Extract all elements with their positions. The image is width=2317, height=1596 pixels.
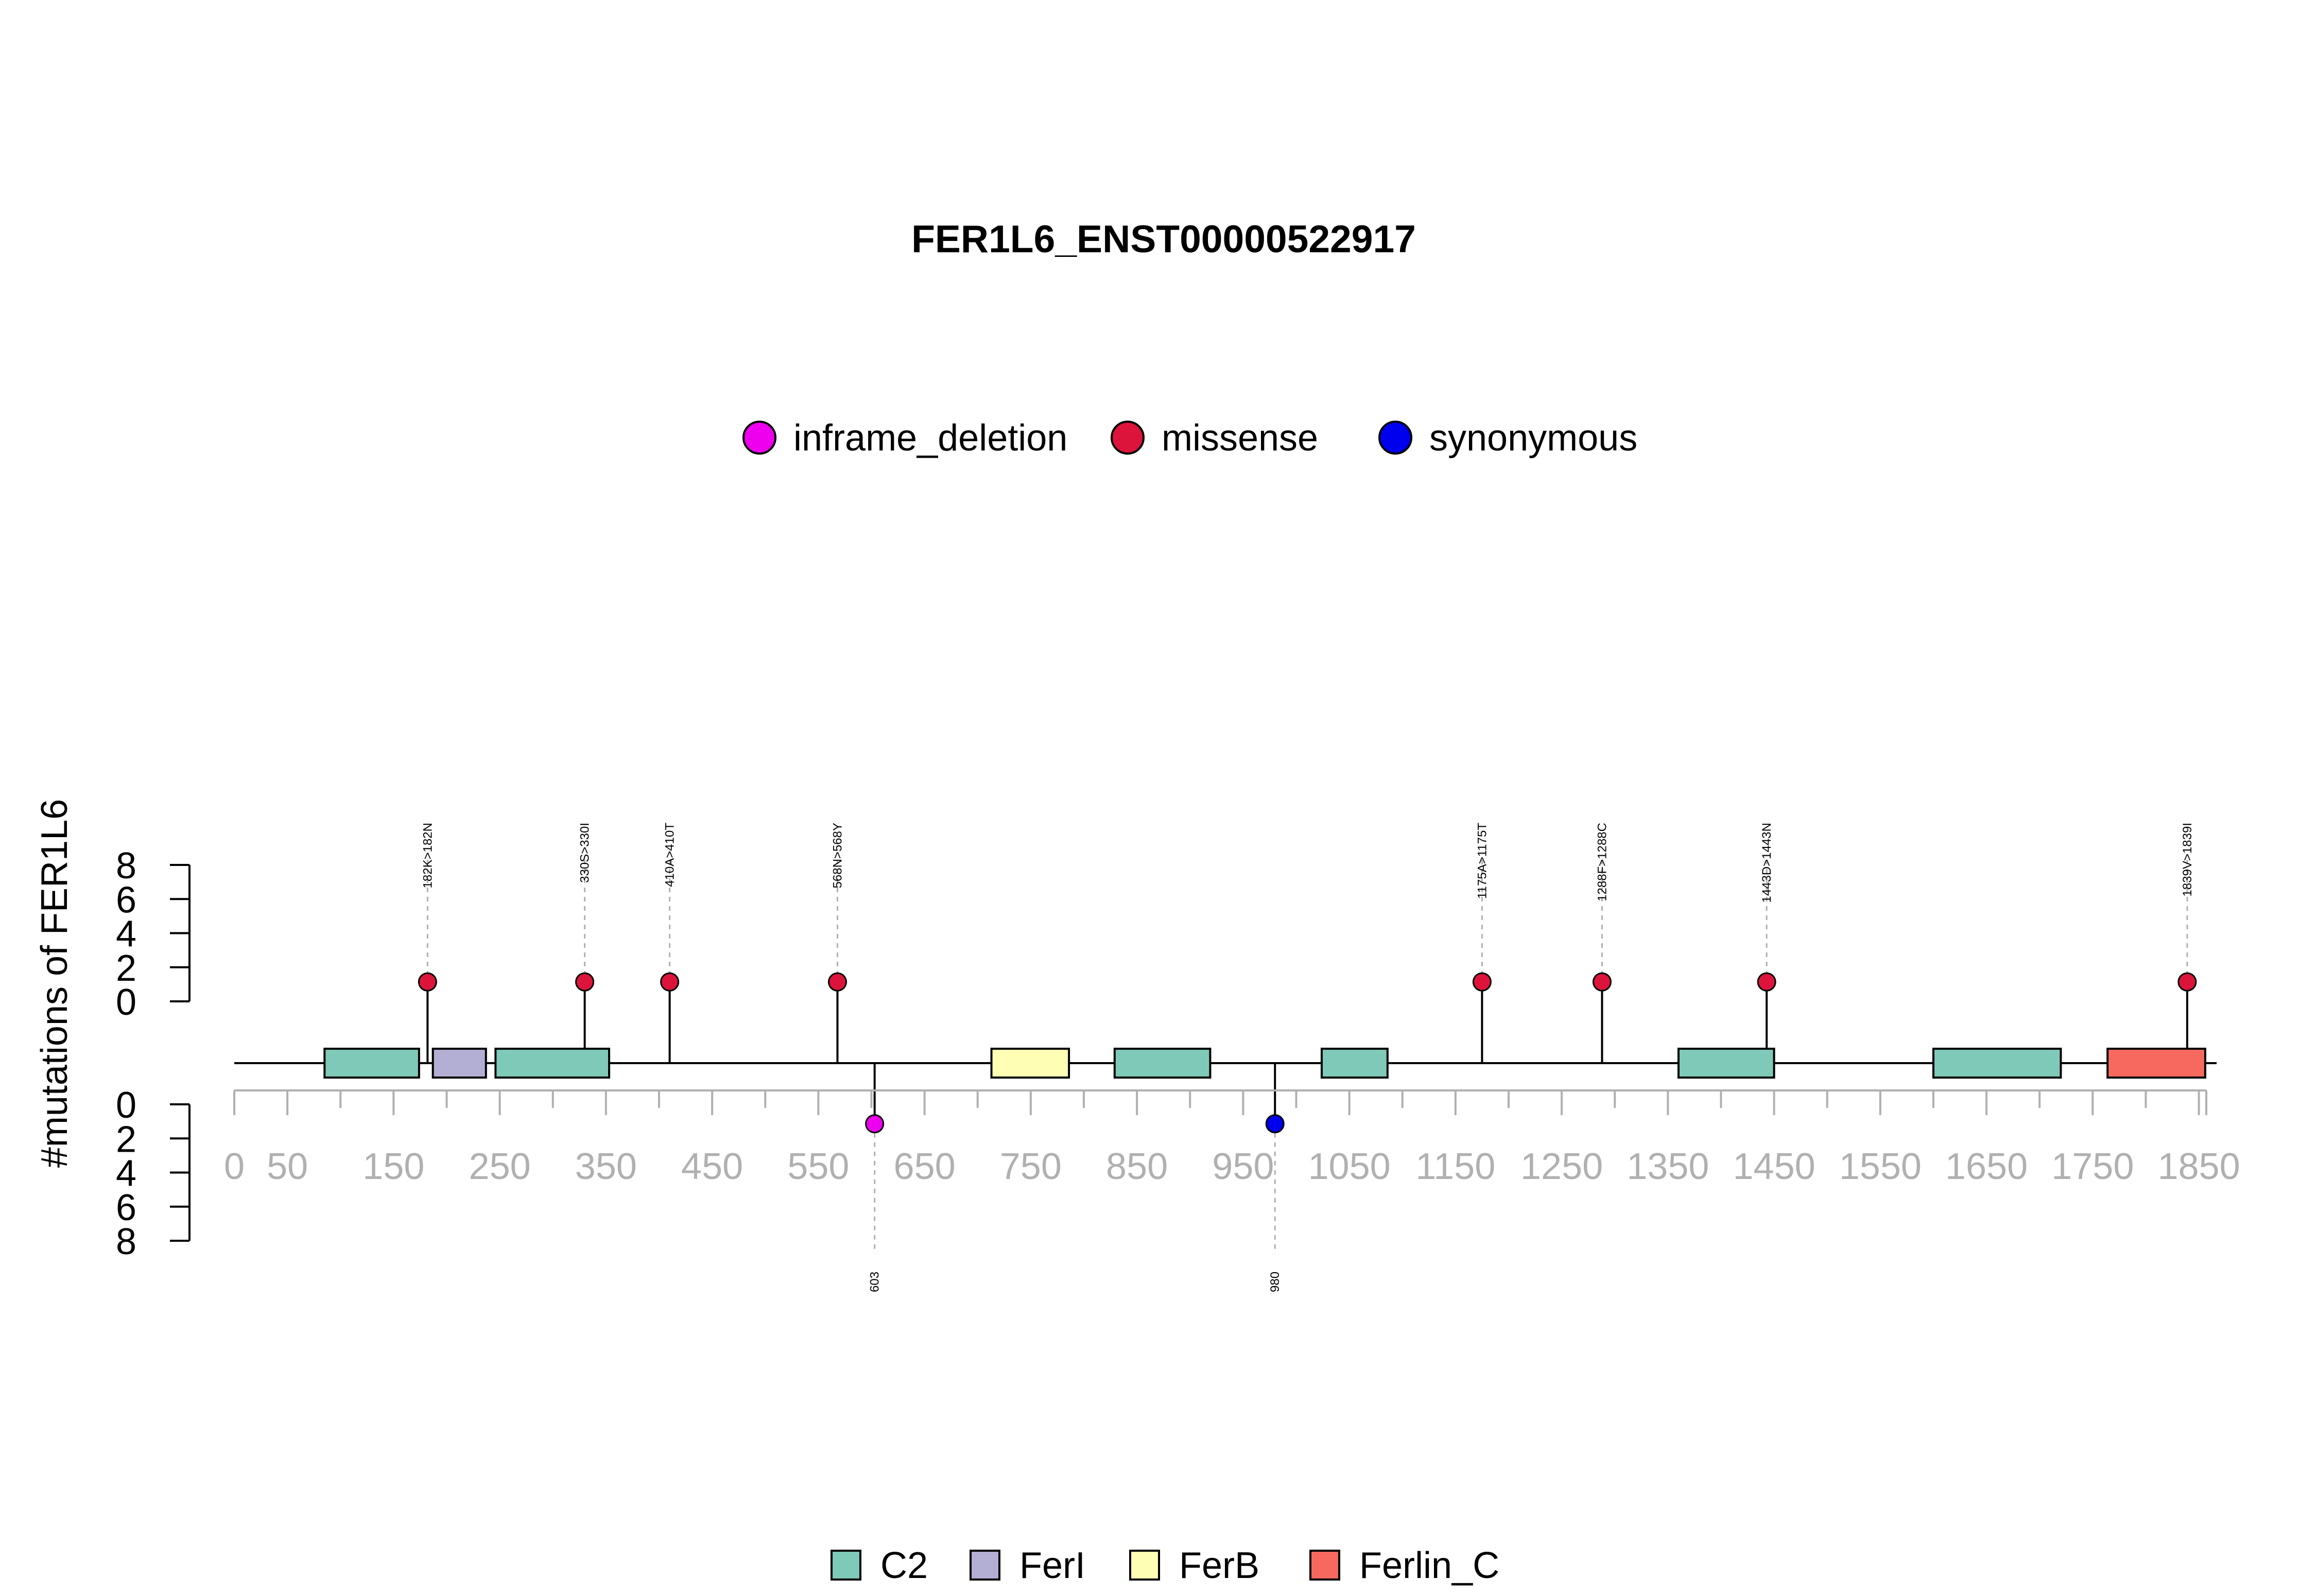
- mutation-point-inframe_deletion: [865, 1114, 885, 1134]
- x-tick-label: 450: [681, 1146, 743, 1187]
- x-tick-label: 1450: [1733, 1146, 1815, 1187]
- y-tick-label-bottom: 0: [116, 1085, 136, 1126]
- legend-label-FerB: FerB: [1179, 1545, 1259, 1586]
- legend-label-missense: missense: [1162, 418, 1318, 459]
- x-tick-label: 0: [224, 1146, 245, 1187]
- mutation-label: 603: [868, 1272, 882, 1292]
- domain-C2: [494, 1048, 611, 1079]
- legend-label-FerI: FerI: [1019, 1545, 1085, 1586]
- legend-label-C2: C2: [880, 1545, 928, 1586]
- y-tick-label-top: 0: [116, 982, 136, 1023]
- mutation-point-missense: [660, 972, 680, 992]
- y-tick-label-top: 8: [116, 845, 136, 887]
- y-tick-label-top: 6: [116, 879, 136, 921]
- legend-swatch-Ferlin_C: [1309, 1550, 1340, 1581]
- y-tick-label-bottom: 8: [116, 1221, 136, 1262]
- mutation-point-missense: [1757, 972, 1776, 992]
- x-tick-label: 1050: [1308, 1146, 1391, 1187]
- x-tick-label: 1650: [1945, 1146, 2028, 1187]
- x-tick-label: 1750: [2051, 1146, 2134, 1187]
- domain-C2: [1932, 1048, 2062, 1079]
- legend-swatch-C2: [831, 1550, 861, 1581]
- mutation-label: 1288F>1288C: [1595, 823, 1609, 901]
- x-tick-label: 1150: [1415, 1146, 1495, 1187]
- mutation-label: 330S>330I: [578, 823, 592, 883]
- mutation-label: 1839V>1839I: [2181, 823, 2194, 896]
- x-tick-label: 1250: [1520, 1146, 1603, 1187]
- mutation-point-missense: [418, 972, 437, 992]
- x-tick-label: 350: [575, 1146, 637, 1187]
- x-tick-label: 1350: [1627, 1146, 1709, 1187]
- x-tick-label: 50: [267, 1146, 308, 1187]
- mutation-label: 182K>182N: [421, 823, 435, 888]
- x-tick-label: 150: [362, 1146, 424, 1187]
- mutation-point-missense: [827, 972, 847, 992]
- mutation-labels: 182K>182N 330S>330I 410A>410T 568N>568Y 1175…: [421, 823, 2194, 1292]
- mutation-guides: [426, 860, 2188, 1254]
- mutation-label: 568N>568Y: [831, 823, 844, 888]
- legend-swatch-FerB: [1129, 1550, 1160, 1581]
- mutation-type-legend: inframe_deletion missense synonymous: [742, 418, 1637, 459]
- chart-title: FER1L6_ENST00000522917: [911, 217, 1416, 261]
- y-tick-label-bottom: 4: [116, 1153, 136, 1194]
- domain-C2: [1677, 1048, 1775, 1079]
- mutation-label: 1175A>1175T: [1475, 823, 1489, 899]
- legend-label-synonymous: synonymous: [1429, 418, 1637, 459]
- x-axis: 0 50 150 250 350 450 550 650 750 850 950 1050 1150 12…: [224, 1089, 2240, 1187]
- domain-FerI: [431, 1048, 487, 1079]
- domain-legend: C2 FerI FerB Ferlin_C: [831, 1545, 1499, 1586]
- y-tick-label-bottom: 2: [116, 1119, 136, 1160]
- x-tick-label: 550: [787, 1146, 849, 1187]
- domain-C2: [323, 1048, 420, 1079]
- mutation-point-synonymous: [1265, 1114, 1285, 1134]
- y-tick-label-bottom: 6: [116, 1187, 136, 1228]
- x-tick-label: 1850: [2157, 1146, 2240, 1187]
- mutation-stems: [426, 982, 2188, 1124]
- mutation-label: 980: [1268, 1272, 1282, 1292]
- x-tick-label: 650: [894, 1146, 956, 1187]
- mutation-label: 410A>410T: [663, 823, 677, 887]
- x-tick-label: 750: [1000, 1146, 1062, 1187]
- protein-domains: [323, 1048, 2206, 1079]
- y-axis-label: #mutations of FER1L6: [34, 799, 75, 1168]
- legend-marker-synonymous: [1378, 421, 1412, 455]
- domain-C2: [1320, 1048, 1389, 1079]
- legend-swatch-FerI: [970, 1550, 1000, 1581]
- y-tick-label-top: 4: [116, 914, 136, 955]
- x-tick-label: 850: [1106, 1146, 1168, 1187]
- domain-C2: [1113, 1048, 1212, 1079]
- legend-label-inframe_deletion: inframe_deletion: [793, 418, 1067, 459]
- mutation-point-missense: [2177, 972, 2197, 992]
- legend-label-Ferlin_C: Ferlin_C: [1359, 1545, 1499, 1586]
- domain-Ferlin_C: [2106, 1048, 2206, 1079]
- legend-marker-missense: [1111, 421, 1145, 455]
- mutation-label: 1443D>1443N: [1760, 823, 1774, 903]
- domain-FerB: [990, 1048, 1070, 1079]
- mutation-point-missense: [1472, 972, 1492, 992]
- x-tick-label: 950: [1212, 1146, 1274, 1187]
- x-tick-label: 1550: [1839, 1146, 1922, 1187]
- x-tick-label: 250: [469, 1146, 531, 1187]
- mutation-point-missense: [575, 972, 595, 992]
- mutation-points: [418, 972, 2197, 1134]
- y-tick-label-top: 2: [116, 948, 136, 989]
- mutation-point-missense: [1592, 972, 1612, 992]
- legend-marker-inframe_deletion: [742, 421, 776, 455]
